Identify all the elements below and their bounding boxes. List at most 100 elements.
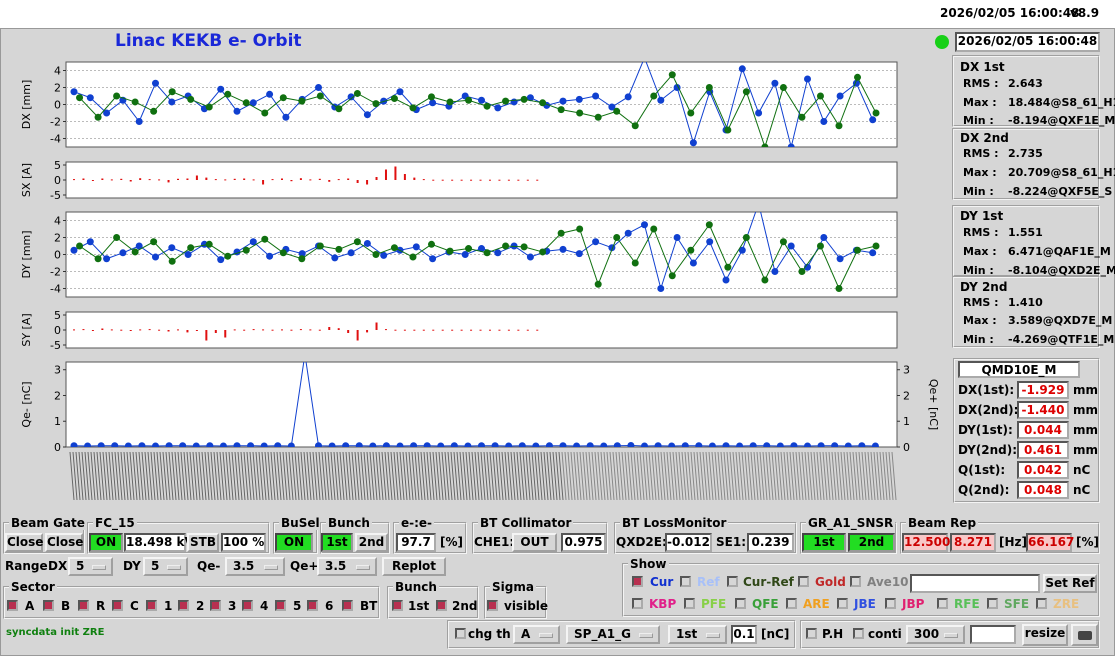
- checkbox[interactable]: [680, 576, 691, 587]
- checkbox[interactable]: [275, 600, 286, 611]
- checkbox-label[interactable]: 5: [293, 599, 302, 613]
- checkbox-label[interactable]: 6: [325, 599, 334, 613]
- bunch-button[interactable]: 2nd: [355, 533, 388, 552]
- checkbox[interactable]: [885, 598, 896, 609]
- checkbox[interactable]: [392, 600, 403, 611]
- checkbox[interactable]: [837, 598, 848, 609]
- fc-percent: 100 %: [221, 533, 266, 552]
- checkbox-label[interactable]: conti: [868, 627, 902, 641]
- checkbox-label[interactable]: Ave10: [867, 575, 909, 589]
- checkbox[interactable]: [146, 600, 157, 611]
- checkbox-label[interactable]: P.H: [822, 627, 844, 641]
- camera-button[interactable]: [1071, 624, 1098, 646]
- checkbox[interactable]: [43, 600, 54, 611]
- collimator-state[interactable]: OUT: [512, 533, 557, 552]
- checkbox[interactable]: [850, 576, 861, 587]
- bpm-name-strip: [183, 451, 189, 501]
- checkbox-label[interactable]: visible: [504, 599, 549, 613]
- checkbox-label[interactable]: PFE: [701, 597, 727, 611]
- checkbox-label[interactable]: 1: [164, 599, 173, 613]
- ref-input[interactable]: [910, 574, 1040, 593]
- checkbox[interactable]: [342, 600, 353, 611]
- checkbox[interactable]: [735, 598, 746, 609]
- select[interactable]: 1st: [668, 625, 727, 644]
- checkbox[interactable]: [632, 576, 643, 587]
- select[interactable]: A: [513, 625, 560, 644]
- checkbox-label[interactable]: QFE: [752, 597, 779, 611]
- checkbox-label[interactable]: B: [61, 599, 71, 613]
- checkbox-label[interactable]: 2: [196, 599, 205, 613]
- checkbox-label[interactable]: JBP: [902, 597, 925, 611]
- checkbox-label[interactable]: Cur-Ref: [743, 575, 794, 589]
- gate-button[interactable]: Close: [5, 533, 43, 552]
- bpm-name-strip: [267, 451, 273, 501]
- checkbox[interactable]: [242, 600, 253, 611]
- checkbox-label[interactable]: Gold: [815, 575, 846, 589]
- checkbox-label[interactable]: JBE: [854, 597, 876, 611]
- checkbox[interactable]: [1036, 598, 1047, 609]
- checkbox-label[interactable]: chg th: [468, 627, 511, 641]
- checkbox-label[interactable]: A: [25, 599, 35, 613]
- checkbox[interactable]: [806, 628, 817, 639]
- checkbox[interactable]: [436, 600, 447, 611]
- checkbox[interactable]: [987, 598, 998, 609]
- checkbox-label[interactable]: C: [130, 599, 139, 613]
- checkbox[interactable]: [78, 600, 89, 611]
- select[interactable]: 300: [906, 625, 965, 644]
- bunch-button[interactable]: 1st: [321, 533, 353, 552]
- checkbox[interactable]: [684, 598, 695, 609]
- checkbox[interactable]: [455, 628, 466, 639]
- bpm-name-strip: [189, 451, 195, 501]
- version: v8.9: [1070, 6, 1100, 20]
- snsr-button[interactable]: 2nd: [848, 533, 895, 552]
- range-select[interactable]: 3.5: [317, 557, 377, 576]
- range-select[interactable]: 5: [143, 557, 188, 576]
- checkbox-label[interactable]: Ref: [697, 575, 720, 589]
- bar: [328, 180, 331, 182]
- threshold-value[interactable]: 0.1: [731, 625, 757, 644]
- bpm-name-strip: [549, 451, 555, 501]
- checkbox[interactable]: [7, 600, 18, 611]
- bpm-name-strip: [279, 451, 285, 501]
- checkbox[interactable]: [632, 598, 643, 609]
- set-ref-button[interactable]: Set Ref: [1043, 574, 1097, 593]
- checkbox[interactable]: [210, 600, 221, 611]
- y2-tick-label: 2: [903, 389, 910, 402]
- resize-button[interactable]: resize: [1022, 624, 1068, 646]
- checkbox[interactable]: [853, 628, 864, 639]
- replot-button[interactable]: Replot: [382, 557, 446, 576]
- checkbox[interactable]: [937, 598, 948, 609]
- checkbox[interactable]: [727, 576, 738, 587]
- checkbox-label[interactable]: ZRE: [1053, 597, 1080, 611]
- checkbox-label[interactable]: 2nd: [452, 599, 478, 613]
- checkbox-label[interactable]: Cur: [650, 575, 674, 589]
- checkbox[interactable]: [112, 600, 123, 611]
- fc-mode[interactable]: STB: [187, 533, 219, 552]
- checkbox[interactable]: [487, 600, 498, 611]
- checkbox-label[interactable]: SFE: [1004, 597, 1030, 611]
- checkbox[interactable]: [178, 600, 189, 611]
- checkbox-label[interactable]: BT: [360, 599, 378, 613]
- snsr-button[interactable]: 1st: [802, 533, 846, 552]
- checkbox-label[interactable]: KBP: [649, 597, 677, 611]
- checkbox-label[interactable]: 4: [260, 599, 269, 613]
- checkbox-label[interactable]: ARE: [803, 597, 830, 611]
- checkbox-label[interactable]: RFE: [954, 597, 980, 611]
- fc-status[interactable]: ON: [89, 533, 123, 552]
- checkbox-label[interactable]: 1st: [408, 599, 430, 613]
- text-input[interactable]: [970, 625, 1016, 644]
- range-select[interactable]: 5: [68, 557, 113, 576]
- busel-status[interactable]: ON: [275, 533, 313, 552]
- gate-button[interactable]: Close: [45, 533, 83, 552]
- bpm-name-strip: [81, 451, 87, 501]
- checkbox[interactable]: [786, 598, 797, 609]
- checkbox[interactable]: [798, 576, 809, 587]
- data-point: [372, 100, 380, 108]
- checkbox[interactable]: [307, 600, 318, 611]
- monitor-label: DY(2nd):: [958, 443, 1018, 457]
- checkbox-label[interactable]: 3: [228, 599, 237, 613]
- checkbox-label[interactable]: R: [96, 599, 106, 613]
- select[interactable]: SP_A1_G: [566, 625, 660, 644]
- range-select[interactable]: 3.5: [225, 557, 285, 576]
- data-point: [641, 54, 648, 61]
